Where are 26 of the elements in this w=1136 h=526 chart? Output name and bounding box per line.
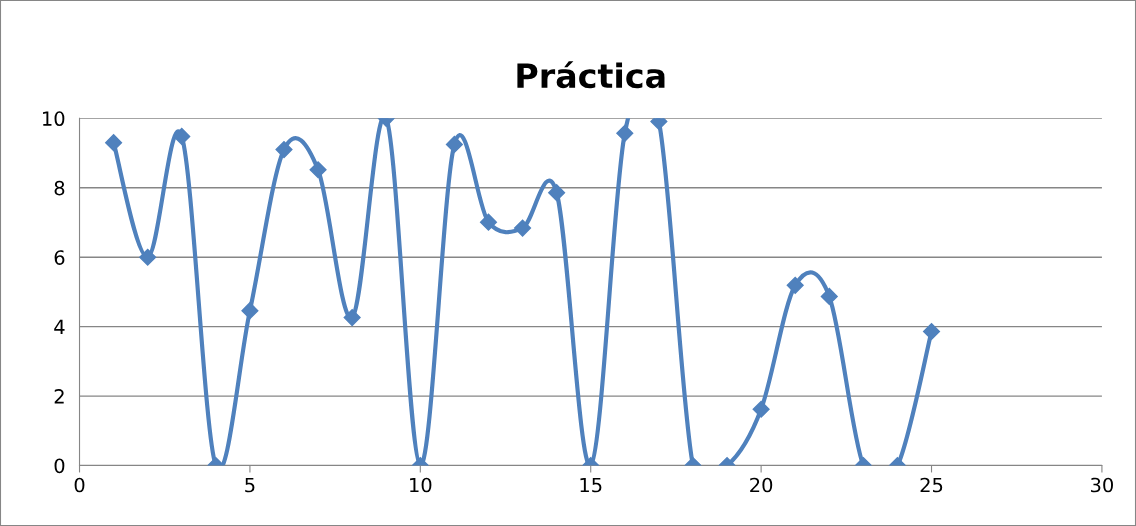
y-tick-label: 10 [43, 111, 65, 127]
point [786, 276, 804, 294]
y-tick-label: 0 [54, 458, 65, 474]
point [173, 127, 191, 145]
point [275, 141, 293, 159]
point [479, 213, 498, 231]
point [514, 219, 532, 237]
x-tick-label: 25 [920, 477, 943, 493]
x-tick-label: 30 [1091, 477, 1113, 493]
x-tick-label: 0 [74, 477, 85, 493]
point [139, 248, 157, 266]
chart-title: Práctica [517, 61, 665, 89]
y-tick-label: 6 [54, 250, 65, 265]
y-tick-label: 2 [54, 389, 64, 404]
point [820, 287, 838, 305]
x-tick-label: 10 [410, 477, 432, 493]
y-tick-label: 4 [54, 319, 65, 335]
point [445, 135, 463, 153]
x-tick-label: 5 [245, 477, 255, 493]
x-tick-label: 15 [580, 477, 602, 493]
point [105, 134, 123, 152]
point [548, 184, 566, 202]
point [616, 124, 634, 142]
y-tick-label: 8 [54, 180, 65, 196]
point [309, 161, 327, 179]
x-tick-label: 20 [750, 477, 773, 493]
